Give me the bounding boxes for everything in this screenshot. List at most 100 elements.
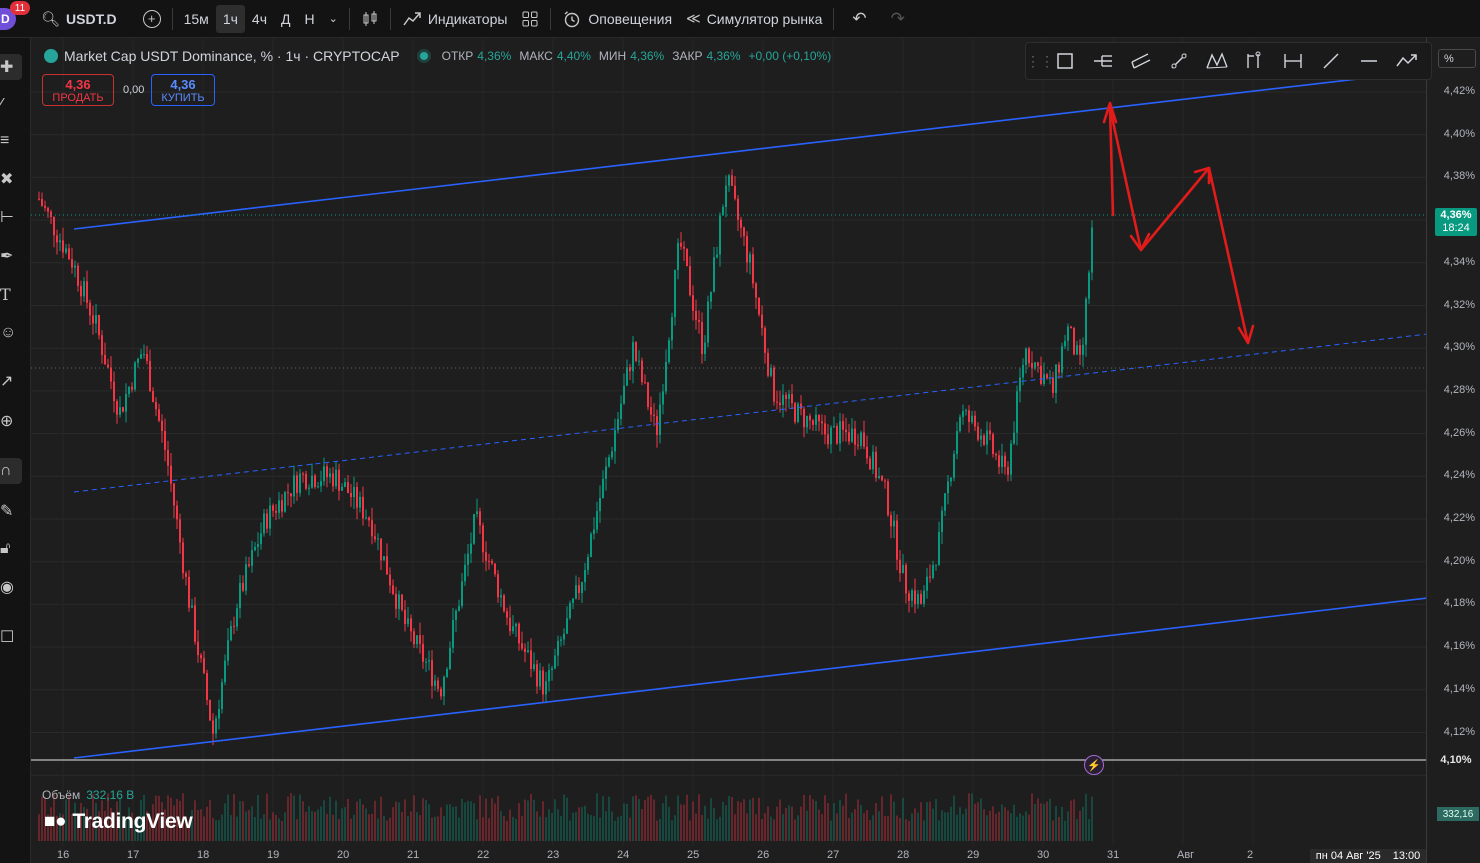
drag-handle-icon[interactable]: ⋮⋮ bbox=[1026, 52, 1054, 69]
candle-body bbox=[677, 242, 679, 270]
volume-bar bbox=[146, 810, 148, 841]
channel-icon bbox=[1131, 53, 1151, 69]
candle-body bbox=[944, 493, 946, 511]
candle-body bbox=[500, 595, 502, 598]
volume-bar bbox=[740, 802, 742, 841]
volume-bar bbox=[944, 812, 946, 841]
fib-lines-icon: ≡ bbox=[0, 132, 10, 149]
volume-bar bbox=[254, 817, 256, 841]
time-axis[interactable]: 16 17 18 19 20 21 22 23 24 25 26 27 28 29 30 31 Авг 2 bbox=[31, 846, 1426, 863]
trendline-tool[interactable]: ∕ bbox=[0, 92, 22, 118]
fib-tool[interactable]: ≡ bbox=[0, 128, 22, 154]
volume-bar bbox=[665, 795, 667, 841]
candle-body bbox=[1046, 374, 1048, 379]
volume-bar bbox=[764, 813, 766, 841]
timeframe-1h[interactable]: 1ч bbox=[215, 4, 245, 33]
date-range-tool[interactable] bbox=[1274, 43, 1312, 79]
channel-midline[interactable] bbox=[73, 333, 1426, 493]
tradingview-logo[interactable]: ■● TradingView bbox=[44, 810, 193, 834]
timeframe-15m[interactable]: 15м bbox=[183, 10, 209, 27]
candle-body bbox=[179, 519, 181, 543]
timeframe-4h[interactable]: 4ч bbox=[251, 10, 267, 27]
candle-body bbox=[485, 552, 487, 561]
replay-button[interactable]: ≪ Симулятор рынка bbox=[679, 0, 829, 37]
candle-body bbox=[659, 404, 661, 435]
timeframe-1d[interactable]: Д bbox=[281, 10, 291, 27]
forecast-arrows[interactable] bbox=[1102, 101, 1255, 345]
scale-unit-button[interactable]: % bbox=[1438, 49, 1476, 68]
event-flash-icon[interactable]: ⚡ bbox=[1084, 755, 1104, 775]
fork-tool[interactable] bbox=[1084, 43, 1122, 79]
candle-body bbox=[77, 265, 79, 286]
zoom-tool[interactable]: ⊕ bbox=[0, 408, 22, 434]
lock-drawings-tool[interactable]: 🔓︎ bbox=[0, 536, 22, 562]
candle-body bbox=[434, 680, 436, 686]
candle-body bbox=[488, 560, 490, 562]
volume-bar bbox=[809, 795, 811, 841]
pattern-tool[interactable]: ✖ bbox=[0, 166, 22, 192]
symbol-title[interactable]: Market Cap USDT Dominance, % · 1ч · CRYP… bbox=[64, 48, 400, 64]
volume-bar bbox=[134, 820, 136, 841]
alerts-button[interactable]: Оповещения bbox=[555, 0, 679, 37]
volume-bar bbox=[293, 795, 295, 841]
channel-lower-line[interactable] bbox=[73, 597, 1426, 759]
indicators-button[interactable]: Индикаторы bbox=[395, 0, 515, 37]
candle-body bbox=[956, 431, 958, 454]
timeframe-1w[interactable]: Н bbox=[304, 10, 315, 27]
horizontal-line-tool[interactable] bbox=[1350, 43, 1388, 79]
volume-bar bbox=[341, 808, 343, 841]
long-position-tool[interactable] bbox=[1236, 43, 1274, 79]
undo-button[interactable]: ↶ bbox=[838, 0, 880, 37]
price-scale[interactable]: 4,42% 4,40% 4,38% 4,36% 4,34% 4,32% 4,30% 4,28%… bbox=[1426, 38, 1480, 863]
candle-body bbox=[668, 340, 670, 362]
emoji-tool[interactable]: ☺ bbox=[0, 320, 22, 346]
candle-body bbox=[440, 688, 442, 697]
crosshair-tool[interactable]: ✚ bbox=[0, 54, 22, 80]
volume-bar bbox=[311, 811, 313, 841]
candle-body bbox=[1004, 455, 1006, 467]
stay-drawing-tool[interactable]: ✎ bbox=[0, 498, 22, 524]
candle-body bbox=[212, 720, 214, 734]
path-tool[interactable] bbox=[1388, 43, 1426, 79]
ruler-tool[interactable]: ↗ bbox=[0, 368, 22, 394]
volume-bar bbox=[206, 806, 208, 841]
candle-body bbox=[920, 593, 922, 604]
volume-bar bbox=[176, 799, 178, 841]
price-chart[interactable] bbox=[31, 38, 1426, 863]
volume-bar bbox=[908, 820, 910, 841]
candle-body bbox=[116, 401, 118, 415]
symbol-search[interactable]: 🔍︎ USDT.D bbox=[34, 0, 124, 37]
magnet-tool[interactable]: ∩ bbox=[0, 458, 22, 484]
layouts-button[interactable] bbox=[514, 0, 546, 37]
candle-body bbox=[329, 473, 331, 478]
candle-body bbox=[926, 576, 928, 591]
ray-tool[interactable] bbox=[1312, 43, 1350, 79]
channel-upper-line[interactable] bbox=[73, 70, 1426, 230]
volume-bar bbox=[215, 820, 217, 841]
chart-type-button[interactable] bbox=[354, 0, 386, 37]
text-tool[interactable]: T bbox=[0, 281, 22, 307]
rectangle-tool[interactable] bbox=[1046, 43, 1084, 79]
candle-body bbox=[587, 556, 589, 570]
parallel-channel-tool[interactable] bbox=[1122, 43, 1160, 79]
volume-bar bbox=[734, 814, 736, 841]
volume-bar bbox=[1070, 800, 1072, 841]
volume-bar bbox=[581, 807, 583, 841]
volume-bar bbox=[434, 816, 436, 841]
price-tick-label: 4,12% bbox=[1443, 725, 1475, 738]
hide-drawings-tool[interactable]: ◉ bbox=[0, 574, 22, 600]
buy-button[interactable]: 4,36 КУПИТЬ bbox=[151, 74, 215, 106]
redo-button[interactable]: ↷ bbox=[881, 0, 915, 37]
delete-drawings-tool[interactable]: ☐ bbox=[0, 624, 22, 650]
brush-tool[interactable]: ✒ bbox=[0, 243, 22, 269]
candle-body bbox=[317, 486, 319, 488]
sell-button[interactable]: 4,36 ПРОДАТЬ bbox=[42, 74, 114, 106]
trendline-tool-quick[interactable] bbox=[1160, 43, 1198, 79]
projection-tool[interactable]: ⊢ bbox=[0, 204, 22, 230]
candle-body bbox=[494, 563, 496, 575]
xabcd-pattern-tool[interactable] bbox=[1198, 43, 1236, 79]
compare-button[interactable]: + bbox=[136, 0, 168, 37]
rewind-icon: ≪ bbox=[686, 10, 701, 26]
volume-bar bbox=[680, 804, 682, 841]
timeframe-dropdown[interactable]: ⌄ bbox=[322, 0, 345, 37]
